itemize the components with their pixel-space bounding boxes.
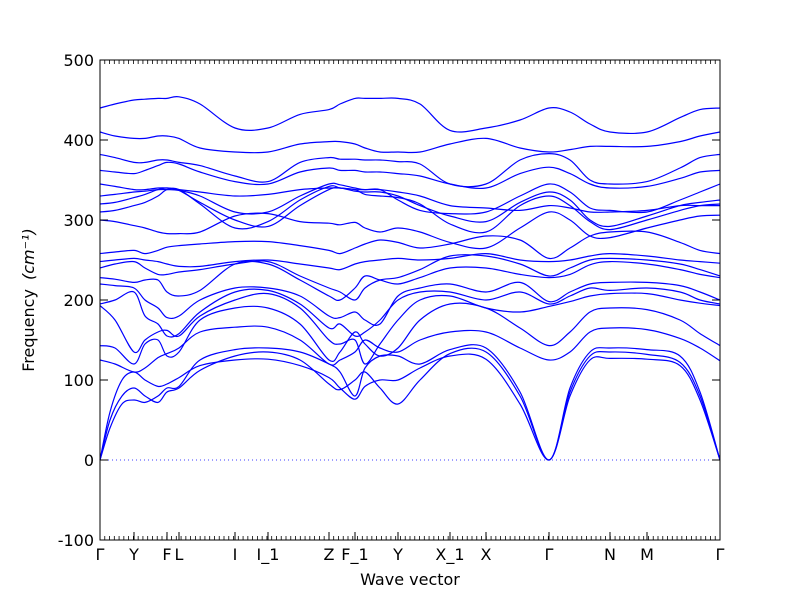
band-line-10 [99, 254, 721, 301]
x-tick-label: M [640, 545, 654, 564]
band-line-12 [99, 230, 721, 260]
y-tick-label: 300 [63, 211, 94, 230]
y-tick-label: 200 [63, 291, 94, 310]
x-tick-label: Γ [716, 545, 725, 564]
x-tick-label: Y [392, 545, 403, 564]
x-axis-label: Wave vector [360, 570, 460, 589]
y-tick-label: 500 [63, 51, 94, 70]
band-line-17 [99, 183, 720, 213]
y-tick-label: -100 [58, 531, 94, 550]
band-line-4 [99, 325, 721, 373]
y-tick-label: 0 [84, 451, 94, 470]
band-line-6 [99, 292, 721, 365]
band-line-5 [99, 302, 721, 365]
band-line-13 [99, 211, 721, 250]
x-tick-label: L [175, 545, 184, 564]
x-tick-label: Γ [545, 545, 554, 564]
band-line-14 [99, 185, 721, 234]
y-tick-label: 400 [63, 131, 94, 150]
y-tick-label: 100 [63, 371, 94, 390]
band-line-20 [99, 131, 721, 154]
x-tick-label: X_1 [435, 545, 464, 565]
band-line-1 [99, 353, 721, 461]
band-line-9 [99, 260, 721, 302]
x-tick-label: Γ [96, 545, 105, 564]
band-line-11 [99, 252, 721, 271]
x-tick-label: F_1 [341, 545, 368, 565]
x-tick-label: I_1 [257, 545, 280, 565]
band-line-8 [99, 281, 721, 326]
plot-frame [99, 59, 721, 541]
y-axis-label-text: Frequency [19, 289, 38, 372]
axis-ticks [99, 59, 721, 541]
y-axis-label: Frequency (cm⁻¹) [19, 228, 38, 371]
band-line-21 [99, 95, 721, 135]
band-lines [99, 95, 721, 461]
band-line-2 [99, 347, 721, 461]
band-line-7 [99, 287, 721, 338]
band-line-19 [99, 152, 721, 188]
y-axis-unit: (cm⁻¹) [19, 228, 38, 280]
x-tick-label: F [162, 545, 171, 564]
x-tick-label: N [604, 545, 616, 564]
x-tick-label: Y [128, 545, 139, 564]
x-tick-label: X [481, 545, 492, 564]
x-tick-label: Z [324, 545, 335, 564]
x-tick-label: I [233, 545, 238, 564]
band-line-3 [99, 344, 721, 461]
tick-labels: -100 0 100 200 300 400 500 Γ Y F L I I_1 Z F_1 Y X_1 X Γ N M… [58, 51, 725, 565]
band-line-18 [99, 161, 721, 190]
